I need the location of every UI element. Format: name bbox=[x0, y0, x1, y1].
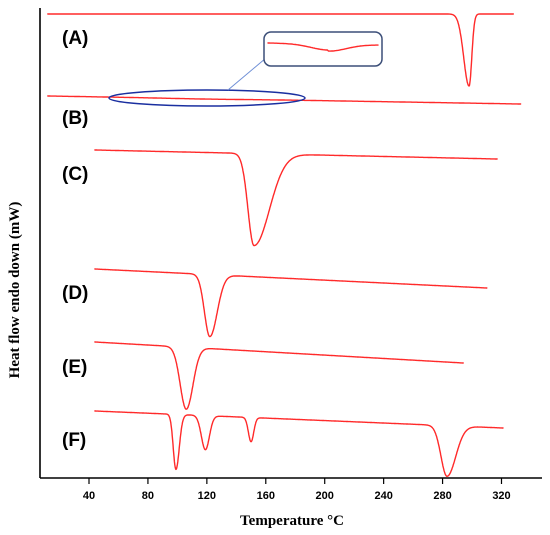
x-axis-title: Temperature °C bbox=[240, 513, 344, 529]
curve-label-d: (D) bbox=[62, 283, 88, 304]
curve-c bbox=[94, 149, 498, 247]
x-tick-label: 280 bbox=[433, 490, 451, 502]
curve-e bbox=[94, 341, 464, 410]
curve-label-c: (C) bbox=[62, 164, 88, 185]
x-tick-label: 240 bbox=[374, 490, 392, 502]
curve-b bbox=[47, 95, 522, 105]
zoom-inset bbox=[108, 31, 383, 107]
axes bbox=[39, 8, 542, 479]
x-ticks: 40 80 120 160 200 240 280 320 bbox=[83, 478, 511, 502]
x-tick-label: 200 bbox=[316, 490, 334, 502]
curve-label-f: (F) bbox=[62, 430, 86, 451]
curve-a bbox=[47, 13, 514, 87]
x-tick-label: 80 bbox=[142, 490, 154, 502]
x-tick-label: 120 bbox=[198, 490, 216, 502]
x-tick-label: 320 bbox=[492, 490, 510, 502]
curve-f bbox=[94, 410, 504, 477]
y-axis-title: Heat flow endo down (mW) bbox=[7, 202, 23, 379]
curve-labels: (A) (B) (C) (D) (E) (F) bbox=[62, 28, 88, 451]
curve-d bbox=[94, 268, 488, 338]
curve-label-e: (E) bbox=[62, 357, 87, 378]
zoom-connector-line bbox=[227, 57, 267, 91]
dsc-curves bbox=[47, 13, 522, 477]
x-tick-label: 160 bbox=[257, 490, 275, 502]
curve-label-b: (B) bbox=[62, 108, 88, 129]
curve-label-a: (A) bbox=[62, 28, 88, 49]
inset-curve bbox=[267, 42, 379, 52]
x-tick-label: 40 bbox=[83, 490, 95, 502]
zoom-ellipse bbox=[108, 89, 306, 107]
